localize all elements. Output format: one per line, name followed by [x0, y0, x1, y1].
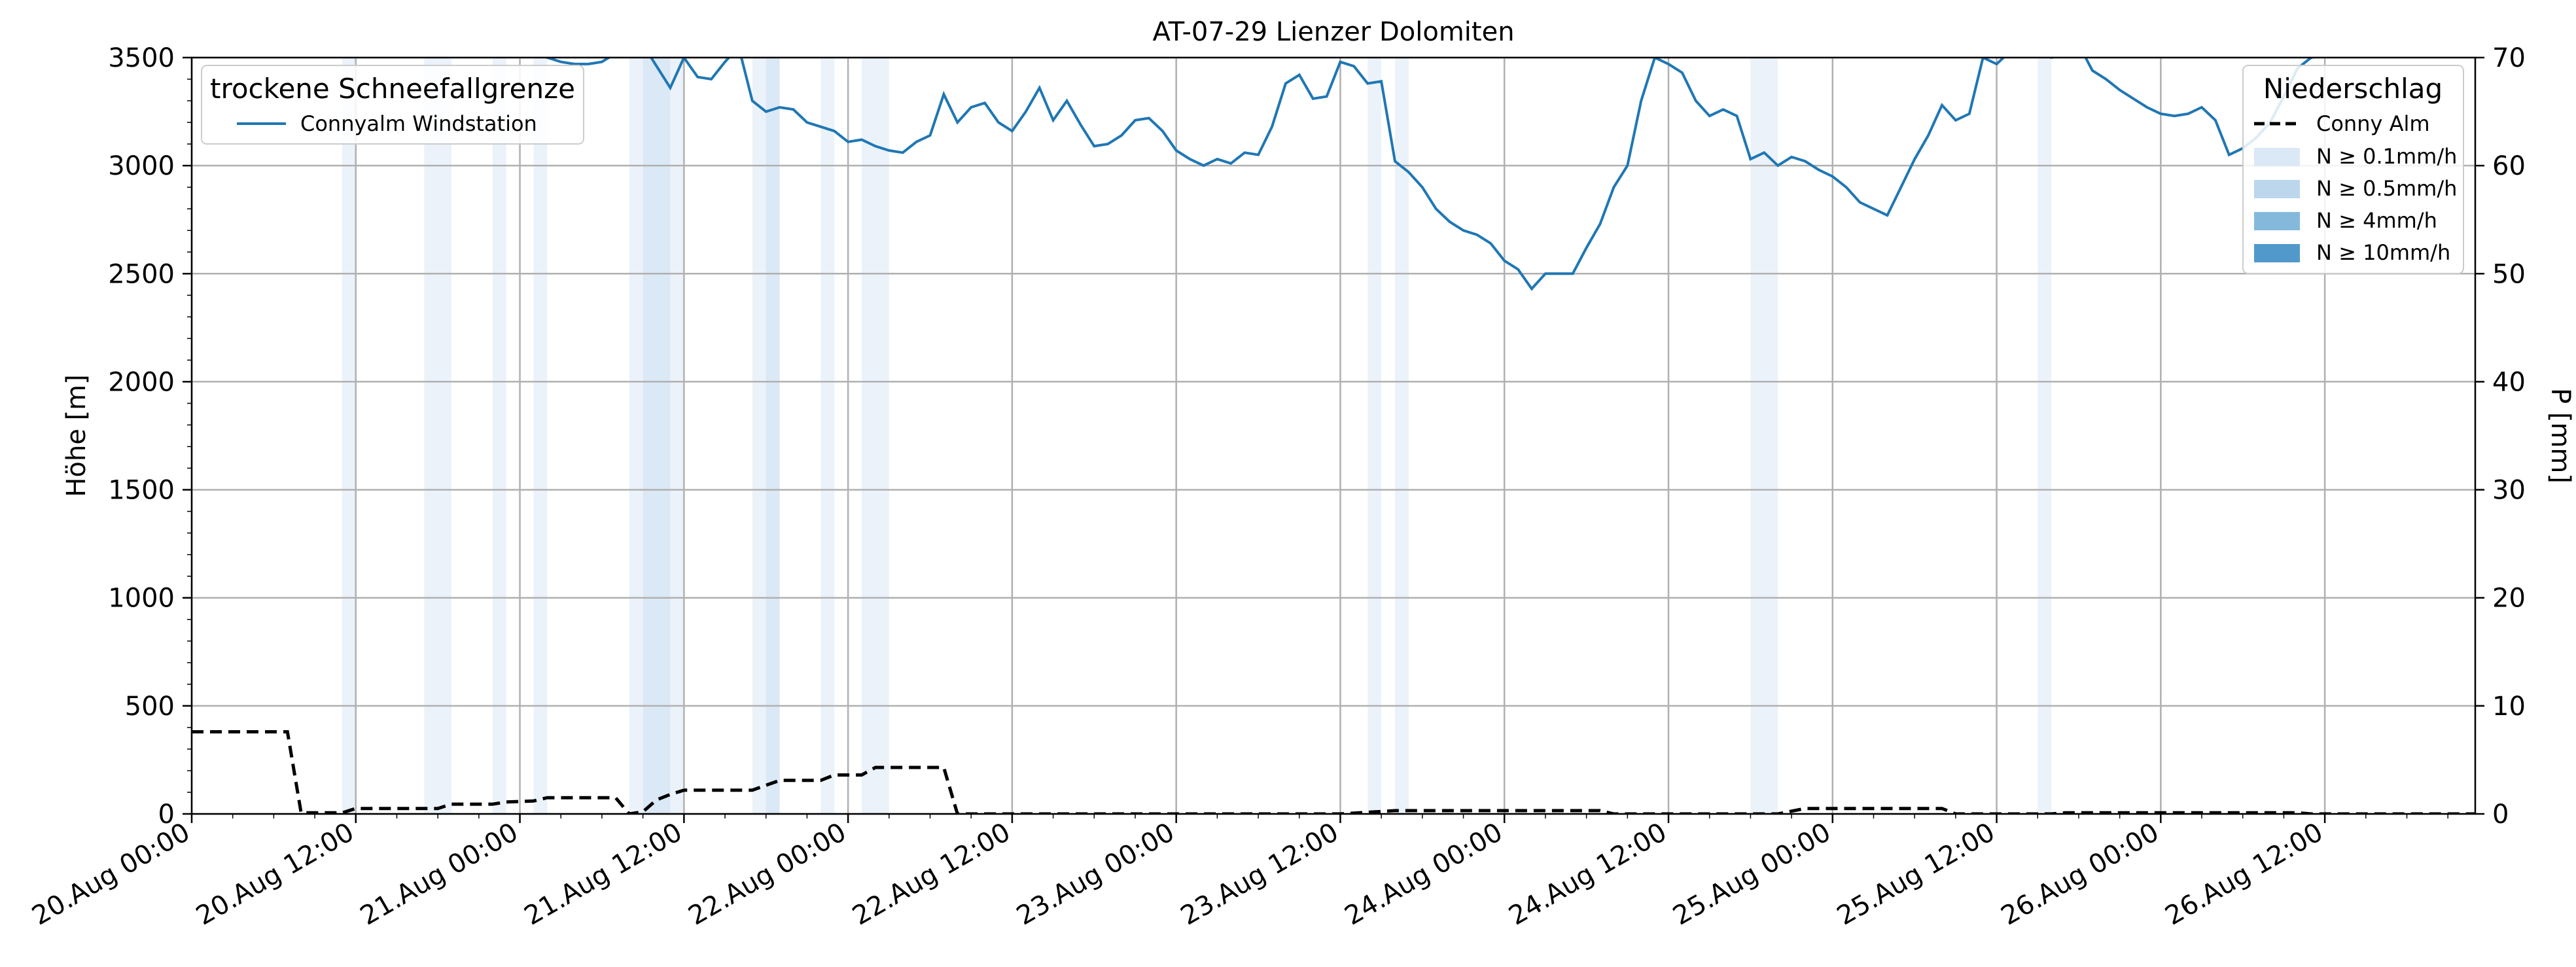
y-left-tick-label-0: 0	[158, 800, 175, 830]
chart-title: AT-07-29 Lienzer Dolomiten	[1152, 17, 1514, 47]
legend-snowline-box	[201, 65, 584, 145]
y-left-tick-label-6: 3000	[108, 151, 175, 181]
legend-precip-swatch-0.1	[2254, 148, 2300, 166]
legend-precip-entry-conny-alm: Conny Alm	[2316, 111, 2430, 136]
x-tick-label-1: 20.Aug 12:00	[191, 817, 359, 932]
legend-snowline-entry: Connyalm Windstation	[300, 111, 537, 136]
x-tick-label-12: 26.Aug 00:00	[1996, 817, 2164, 932]
legend-snowline-title: trockene Schneefallgrenze	[210, 73, 575, 105]
x-tick-label-6: 23.Aug 00:00	[1012, 817, 1180, 932]
y-right-tick-label-2: 20	[2492, 584, 2526, 614]
y-right-tick-label-3: 30	[2492, 476, 2526, 506]
x-tick-label-4: 22.Aug 00:00	[684, 817, 852, 932]
y-right-tick-label-4: 40	[2492, 367, 2526, 397]
x-tick-label-3: 21.Aug 12:00	[520, 817, 688, 932]
precip-band-0	[342, 58, 356, 814]
y-left-tick-label-3: 1500	[108, 476, 175, 506]
legend-precip-swatch-4	[2254, 212, 2300, 230]
legend-precip-entry-4: N ≥ 4mm/h	[2316, 208, 2437, 233]
legend-precip: Niederschlag Conny Alm N ≥ 0.1mm/h N ≥ 0…	[2242, 65, 2464, 274]
y-left-tick-label-1: 500	[125, 692, 175, 722]
precip-band-1	[424, 58, 452, 814]
y-right-tick-label-5: 50	[2492, 259, 2526, 289]
y-left-tick-label-4: 2000	[108, 367, 175, 397]
legend-precip-swatch-0.5	[2254, 180, 2300, 198]
precip-band-5	[643, 58, 671, 814]
y-right-tick-label-6: 60	[2492, 151, 2526, 181]
precip-band-4	[629, 58, 643, 814]
series-line-conny-alm	[192, 730, 2475, 814]
x-tick-label-5: 22.Aug 12:00	[847, 817, 1015, 932]
x-tick-label-7: 23.Aug 12:00	[1176, 817, 1344, 932]
legend-precip-entry-0.5: N ≥ 0.5mm/h	[2316, 176, 2457, 201]
precip-band-10	[862, 58, 889, 814]
precip-band-12	[1395, 58, 1409, 814]
precip-band-6	[670, 58, 684, 814]
y-axis-label-right: P [mm]	[2545, 388, 2575, 484]
y-axis-label-left: Höhe [m]	[62, 374, 92, 497]
y-left-tick-label-7: 3500	[108, 43, 175, 73]
x-tick-label-8: 24.Aug 00:00	[1340, 817, 1508, 932]
precip-band-11	[1367, 58, 1382, 814]
precip-band-3	[533, 58, 548, 814]
precip-band-2	[492, 58, 506, 814]
precip-band-8	[766, 58, 780, 814]
x-tick-label-13: 26.Aug 12:00	[2161, 817, 2329, 932]
x-tick-label-11: 25.Aug 12:00	[1832, 817, 2000, 932]
legend-snowline: trockene Schneefallgrenze Connyalm Winds…	[201, 65, 584, 145]
precip-band-13	[1750, 58, 1778, 814]
x-tick-label-10: 25.Aug 00:00	[1668, 817, 1836, 932]
plot-frame	[190, 56, 2477, 815]
legend-precip-entry-10: N ≥ 10mm/h	[2316, 240, 2450, 265]
series-line-connyalm-windstation	[542, 58, 2320, 291]
legend-precip-title: Niederschlag	[2263, 73, 2443, 105]
precip-band-9	[820, 58, 835, 814]
series	[192, 58, 2475, 814]
y-left-tick-label-5: 2500	[108, 259, 175, 289]
x-tick-label-2: 21.Aug 00:00	[355, 817, 523, 932]
legend-precip-swatch-10	[2254, 244, 2300, 262]
x-tick-label-0: 20.Aug 00:00	[27, 817, 195, 932]
legend-precip-entry-0.1: N ≥ 0.1mm/h	[2316, 144, 2457, 169]
precip-band-7	[752, 58, 766, 814]
y-left-tick-label-2: 1000	[108, 584, 175, 614]
precip-bands	[342, 58, 2052, 814]
y-right-tick-label-0: 0	[2492, 800, 2509, 830]
x-tick-label-9: 24.Aug 12:00	[1504, 817, 1672, 932]
y-right-tick-label-7: 70	[2492, 43, 2526, 73]
y-right-tick-label-1: 10	[2492, 692, 2526, 722]
precip-band-14	[2038, 58, 2052, 814]
